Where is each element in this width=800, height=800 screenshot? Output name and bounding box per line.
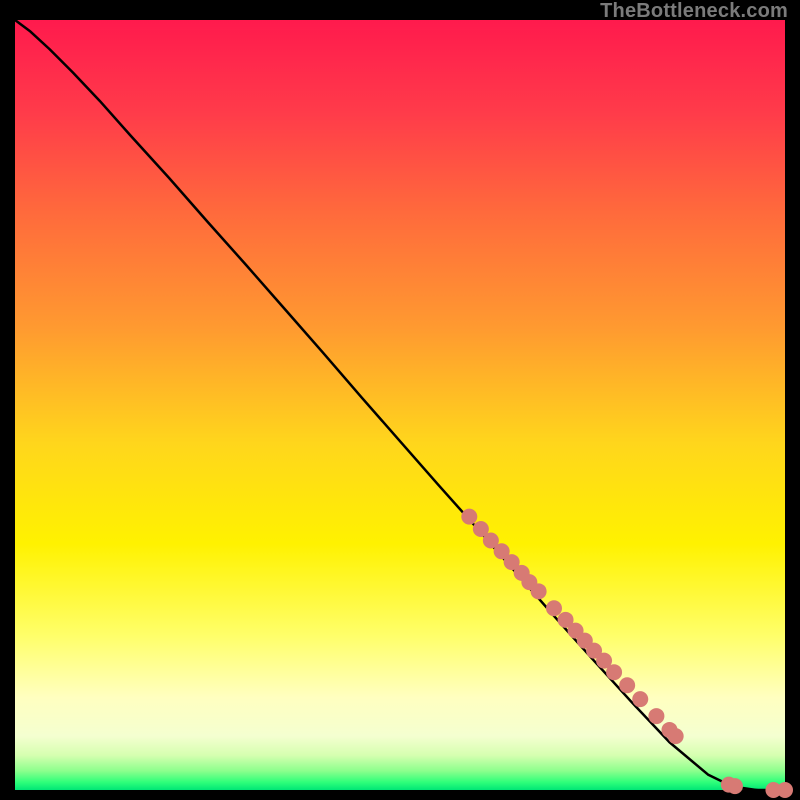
data-marker — [619, 677, 635, 693]
data-marker — [461, 509, 477, 525]
data-marker — [632, 691, 648, 707]
data-marker — [606, 664, 622, 680]
data-marker — [727, 778, 743, 794]
watermark-text: TheBottleneck.com — [600, 0, 788, 23]
data-marker — [648, 708, 664, 724]
data-marker — [777, 782, 793, 798]
data-marker — [668, 728, 684, 744]
data-marker — [531, 583, 547, 599]
bottleneck-chart — [0, 0, 800, 800]
data-marker — [546, 600, 562, 616]
